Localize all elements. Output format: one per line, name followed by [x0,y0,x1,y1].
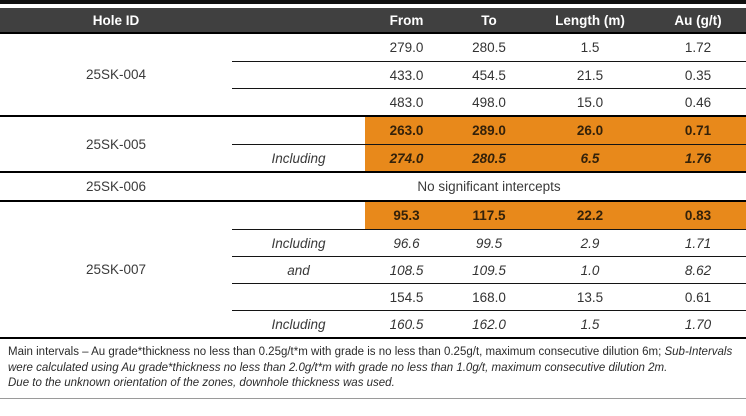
from-cell: 154.5 [365,283,448,310]
au-cell-highlighted: 0.83 [650,202,746,229]
qualifier-cell [232,61,365,88]
qualifier-including: Including [232,229,365,256]
length-cell-highlighted: 6.5 [530,144,650,171]
footnote-orientation: Due to the unknown orientation of the zo… [8,377,395,389]
length-cell: 21.5 [530,61,650,88]
header-to: To [481,12,497,28]
bottom-rule [0,397,746,399]
to-cell: 454.5 [448,61,530,88]
header-au: Au (g/t) [674,12,722,28]
header-from: From [389,12,424,28]
length-cell: 13.5 [530,283,650,310]
qualifier-cell [232,117,365,144]
au-cell: 1.70 [650,310,746,337]
qualifier-cell [232,202,365,229]
from-cell: 96.6 [365,229,448,256]
to-cell-highlighted: 117.5 [448,202,530,229]
hole-id-25sk-005: 25SK-005 [85,136,147,152]
qualifier-cell [232,34,365,61]
qualifier-and: and [232,256,365,283]
to-cell: 280.5 [472,40,506,55]
qualifier-including: Including [232,144,365,171]
au-cell: 0.35 [650,61,746,88]
length-cell: 1.0 [530,256,650,283]
header-hole-id: Hole ID [92,12,140,28]
footnote-intervals: Main intervals – Au grade*thickness no l… [8,345,738,376]
from-cell: 433.0 [365,61,448,88]
to-cell: 109.5 [448,256,530,283]
from-cell: 279.0 [389,40,424,55]
length-cell: 1.5 [530,310,650,337]
table-header-row: Hole ID From To Length (m) Au (g/t) [0,8,746,34]
au-cell-highlighted: 1.76 [650,144,746,171]
hole-id-25sk-007: 25SK-007 [85,262,147,277]
to-cell: 498.0 [448,88,530,115]
au-cell: 1.71 [650,229,746,256]
from-cell-highlighted: 274.0 [365,144,448,171]
au-cell: 8.62 [650,256,746,283]
to-cell-highlighted: 280.5 [448,144,530,171]
table-body: 25SK-004 279.0 280.5 1.5 1.72 433.0 454.… [0,34,746,339]
qualifier-cell [232,88,365,115]
length-cell: 15.0 [530,88,650,115]
length-cell: 2.9 [530,229,650,256]
footnotes: Main intervals – Au grade*thickness no l… [0,339,746,392]
no-intercepts-message: No significant intercepts [417,179,561,194]
au-cell: 0.46 [650,88,746,115]
header-length: Length (m) [555,12,625,28]
to-cell: 162.0 [448,310,530,337]
qualifier-cell [232,283,365,310]
length-cell-highlighted: 22.2 [530,202,650,229]
hole-id-25sk-006: 25SK-006 [85,179,147,194]
au-cell: 1.72 [684,40,712,55]
hole-id-25sk-004: 25SK-004 [85,67,147,82]
group-25sk-005: 25SK-005 263.0 289.0 26.0 0.71 Including… [0,115,746,171]
to-cell: 168.0 [448,283,530,310]
qualifier-including: Including [232,310,365,337]
group-25sk-007: 25SK-007 95.3 117.5 22.2 0.83 Including … [0,200,746,337]
from-cell-highlighted: 95.3 [365,202,448,229]
from-cell: 160.5 [365,310,448,337]
footnote-sub-intervals: Sub-Intervals were calculated using Au g… [8,346,733,374]
au-cell-highlighted: 0.71 [650,117,746,144]
length-cell-highlighted: 26.0 [530,117,650,144]
from-cell: 483.0 [365,88,448,115]
group-25sk-006: 25SK-006 No significant intercepts [0,171,746,200]
length-cell: 1.5 [580,40,600,55]
from-cell: 108.5 [365,256,448,283]
top-rule [0,0,746,4]
to-cell: 99.5 [448,229,530,256]
to-cell-highlighted: 289.0 [448,117,530,144]
header-qualifier-spacer [232,8,365,32]
footnote-main-intervals: Main intervals – Au grade*thickness no l… [8,346,665,358]
from-cell-highlighted: 263.0 [365,117,448,144]
au-cell: 0.61 [650,283,746,310]
group-25sk-004: 25SK-004 279.0 280.5 1.5 1.72 433.0 454.… [0,34,746,115]
